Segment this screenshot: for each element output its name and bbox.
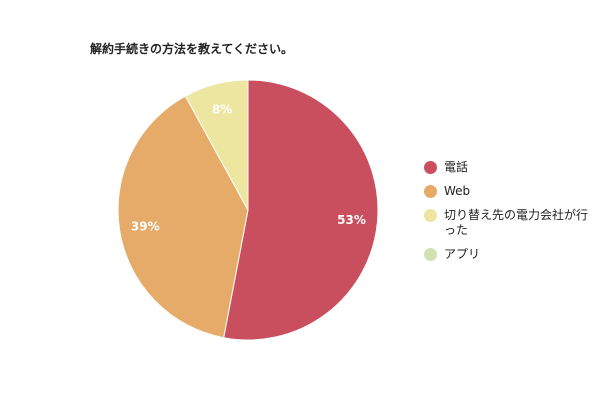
chart-title: 解約手続きの方法を教えてください。 — [90, 42, 294, 56]
legend-item-app[interactable]: アプリ — [424, 247, 594, 262]
legend: 電話 Web 切り替え先の電力会社が行った アプリ — [424, 160, 594, 271]
legend-swatch-new-provider — [424, 209, 437, 222]
legend-label-app: アプリ — [444, 247, 481, 261]
slice-new-provider[interactable] — [184, 79, 249, 211]
legend-label-new-provider: 切り替え先の電力会社が行った — [444, 208, 589, 237]
pie-labels: 53% 39% 8% — [131, 102, 366, 233]
legend-label-phone: 電話 — [444, 160, 469, 174]
legend-swatch-web — [424, 185, 437, 198]
legend-swatch-phone — [424, 161, 437, 174]
legend-item-phone[interactable]: 電話 — [424, 160, 594, 175]
slice-label-new-provider: 8% — [212, 102, 232, 116]
legend-item-web[interactable]: Web — [424, 184, 594, 199]
slice-label-phone: 53% — [337, 213, 366, 227]
pie-slices — [117, 79, 379, 341]
slice-web[interactable] — [117, 95, 249, 339]
slice-phone[interactable] — [223, 79, 379, 341]
legend-label-web: Web — [444, 184, 471, 198]
legend-swatch-app — [424, 248, 437, 261]
slice-label-web: 39% — [131, 219, 160, 233]
legend-item-new-provider[interactable]: 切り替え先の電力会社が行った — [424, 208, 594, 238]
